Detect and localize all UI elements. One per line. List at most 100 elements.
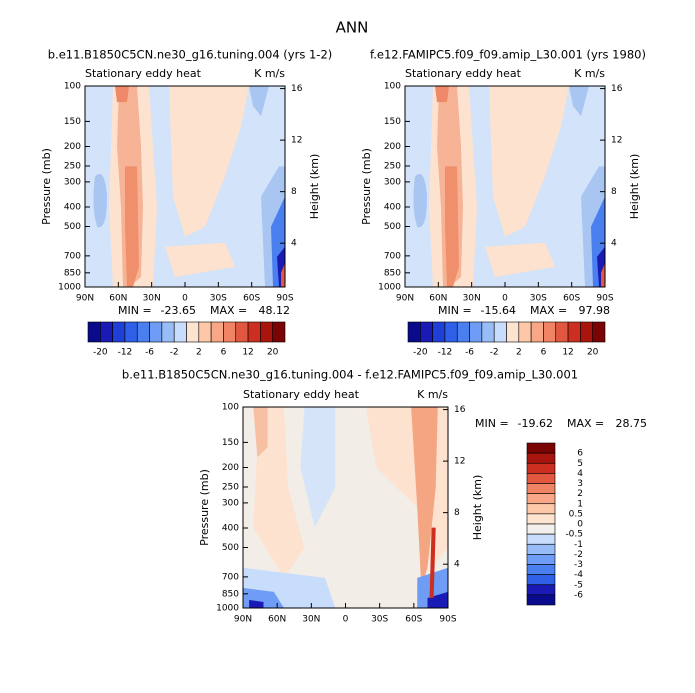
colorbar-box [567, 321, 581, 343]
colorbar-box [526, 473, 556, 484]
y-tick-label: 400 [384, 203, 401, 213]
y-tick-label: 100 [64, 82, 81, 92]
x-tick-label: 30S [371, 615, 388, 625]
colorbar-box [526, 574, 556, 586]
contour-panel: b.e11.B1850C5CN.ne30_g16.tuning.004 - f.… [122, 368, 647, 625]
colorbar-box [543, 321, 557, 343]
y2-axis-title: Height (km) [308, 154, 321, 220]
colorbar-label: -6 [465, 348, 474, 358]
y2-tick-label: 16 [454, 405, 466, 415]
x-tick-label: 30S [530, 294, 547, 304]
colorbar-box [247, 321, 261, 343]
colorbar-box [161, 321, 175, 343]
contour-field [85, 86, 285, 287]
colorbar-label: -6 [145, 348, 154, 358]
colorbar-box [526, 594, 556, 606]
colorbar-box [526, 462, 556, 474]
colorbar-box [149, 321, 163, 343]
min-value: -15.64 [481, 304, 516, 317]
colorbar-box [432, 321, 446, 343]
y2-tick-label: 12 [611, 136, 622, 146]
y-tick-label: 500 [384, 222, 401, 232]
y-tick-label: 500 [222, 543, 239, 553]
colorbar-box [223, 321, 237, 343]
colorbar-label: 0.5 [569, 509, 583, 519]
colorbar-label: 2 [516, 348, 522, 358]
y-tick-label: 1000 [216, 604, 239, 614]
x-tick-label: 90N [76, 294, 94, 304]
panel-right-label: K m/s [417, 388, 448, 401]
x-tick-label: 90N [234, 615, 252, 625]
colorbar-box [235, 321, 249, 343]
y2-axis-title: Height (km) [471, 475, 484, 541]
colorbar-label: -3 [574, 560, 583, 570]
colorbar-label: -5 [574, 580, 583, 590]
colorbar-box [481, 321, 495, 343]
colorbar-box [420, 321, 433, 343]
colorbar-label: 20 [267, 348, 279, 358]
colorbar-box [526, 513, 556, 525]
min-text: MIN = [118, 304, 152, 317]
colorbar-box [407, 321, 421, 343]
colorbar-box [555, 321, 569, 343]
min-value: -19.62 [518, 417, 553, 430]
y-tick-label: 300 [64, 177, 81, 187]
panel-subtitle: f.e12.FAMIPC5.f09_f09.amip_L30.001 (yrs … [370, 48, 646, 62]
colorbar-label: 2 [196, 348, 202, 358]
colorbar-label: 20 [587, 348, 599, 358]
x-tick-label: 60N [109, 294, 127, 304]
x-tick-label: 60N [268, 615, 286, 625]
y-tick-label: 1000 [58, 283, 81, 293]
colorbar-label: -2 [170, 348, 179, 358]
y-tick-label: 400 [222, 524, 239, 534]
min-text: MIN = [438, 304, 472, 317]
colorbar-box [124, 321, 138, 343]
colorbar-label: -4 [574, 570, 583, 580]
y-axis-title: Pressure (mb) [40, 148, 53, 225]
colorbar-box [272, 321, 286, 343]
x-tick-label: 60S [405, 615, 422, 625]
colorbar-label: 6 [541, 348, 547, 358]
x-tick-label: 90S [596, 294, 613, 304]
y-tick-label: 250 [384, 161, 401, 171]
contour-panel: f.e12.FAMIPC5.f09_f09.amip_L30.001 (yrs … [360, 48, 646, 358]
y-tick-label: 250 [64, 161, 81, 171]
y2-tick-label: 8 [611, 187, 617, 197]
panel-right-label: K m/s [574, 67, 605, 80]
colorbar-box [526, 564, 556, 575]
contour-field [243, 407, 448, 608]
y2-tick-label: 8 [454, 508, 460, 518]
x-tick-label: 30N [463, 294, 481, 304]
max-value: 97.98 [579, 304, 611, 317]
max-text: MAX = [530, 304, 567, 317]
y-tick-label: 250 [222, 482, 239, 492]
y2-tick-label: 16 [611, 84, 623, 94]
colorbar-box [186, 321, 200, 343]
x-tick-label: 90S [439, 615, 456, 625]
colorbar-label: -6 [574, 590, 583, 600]
colorbar-box [526, 554, 556, 565]
y-tick-label: 200 [384, 142, 401, 152]
y-tick-label: 850 [64, 268, 81, 278]
x-tick-label: 30N [143, 294, 161, 304]
colorbar-box [526, 584, 556, 596]
colorbar-box [526, 452, 556, 464]
colorbar-label: 6 [221, 348, 227, 358]
colorbar-label: 3 [577, 479, 583, 489]
y2-tick-label: 12 [454, 457, 465, 467]
colorbar-label: -12 [118, 348, 133, 358]
colorbar-box [493, 321, 507, 343]
colorbar-box [526, 543, 556, 555]
y-tick-label: 100 [384, 82, 401, 92]
y-tick-label: 400 [64, 203, 81, 213]
min-text: MIN = [475, 417, 509, 430]
colorbar-box [526, 533, 556, 545]
y-tick-label: 1000 [378, 283, 401, 293]
colorbar-label: -20 [413, 348, 428, 358]
colorbar-label: 2 [577, 489, 583, 499]
max-text: MAX = [567, 417, 604, 430]
colorbar-box [526, 503, 556, 515]
colorbar-label: 12 [242, 348, 253, 358]
y2-tick-label: 8 [291, 187, 297, 197]
